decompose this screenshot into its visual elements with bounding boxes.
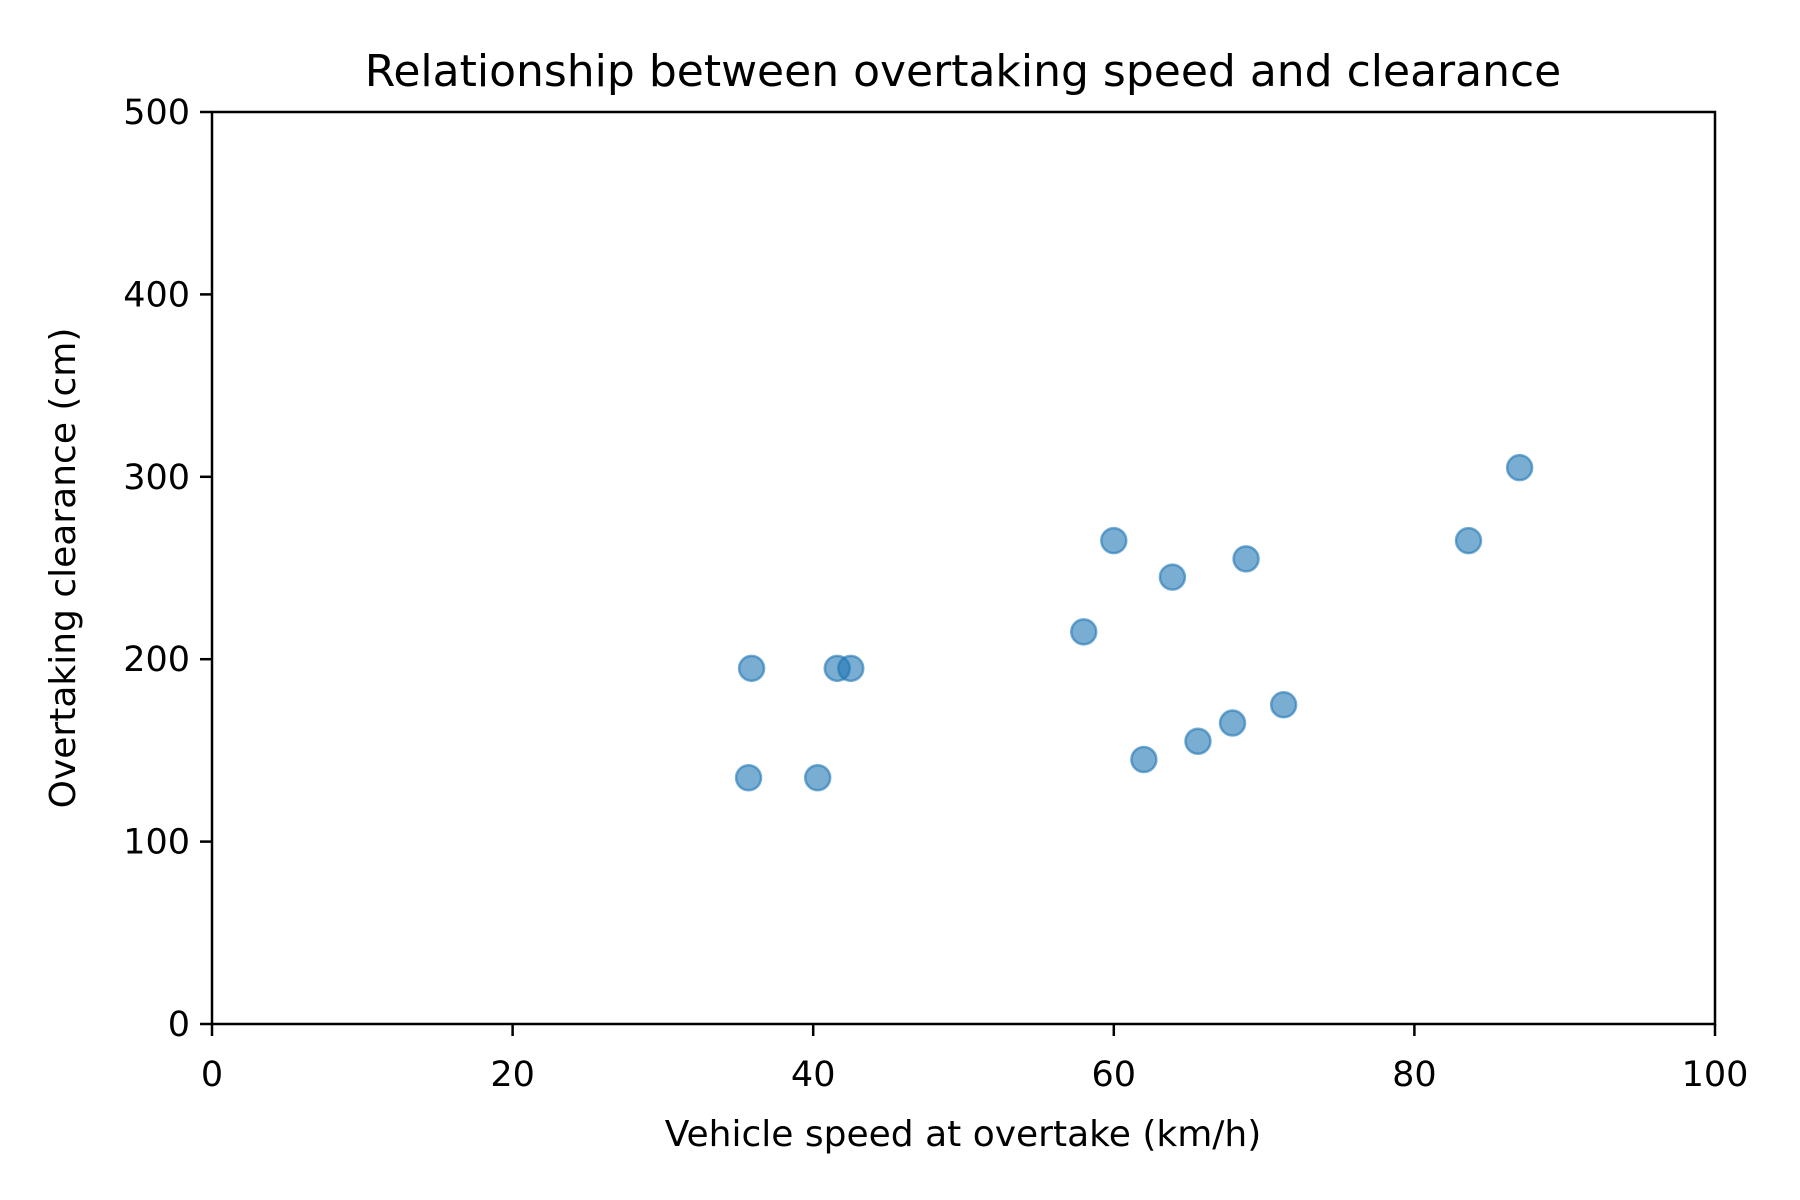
plot-frame bbox=[210, 110, 1717, 1026]
y-tick-label: 400 bbox=[123, 275, 190, 315]
x-tick-label: 0 bbox=[201, 1055, 223, 1095]
data-point bbox=[1069, 618, 1098, 646]
data-point bbox=[1100, 526, 1128, 555]
x-tick-label: 80 bbox=[1392, 1055, 1437, 1095]
x-tick-label: 60 bbox=[1092, 1055, 1137, 1095]
data-point bbox=[837, 654, 865, 683]
y-tick-label: 500 bbox=[123, 93, 190, 133]
y-tick-label: 0 bbox=[168, 1005, 190, 1045]
data-point bbox=[1158, 563, 1187, 591]
data-point bbox=[1184, 727, 1212, 756]
chart-title: Relationship between overtaking speed an… bbox=[365, 46, 1562, 97]
data-point bbox=[1505, 453, 1534, 482]
x-axis-label: Vehicle speed at overtake (km/h) bbox=[665, 1114, 1262, 1155]
y-tick-label: 200 bbox=[123, 640, 190, 680]
data-point bbox=[1130, 745, 1158, 774]
data-point bbox=[1454, 526, 1483, 555]
x-tick-label: 20 bbox=[490, 1055, 535, 1095]
data-point bbox=[1269, 691, 1298, 719]
y-tick-label: 300 bbox=[123, 458, 190, 498]
x-tick-label: 100 bbox=[1682, 1055, 1749, 1095]
y-axis-ticks: 0 100 200 300 400 500 bbox=[123, 93, 212, 1045]
data-point bbox=[734, 764, 763, 792]
x-tick-label: 40 bbox=[791, 1055, 836, 1095]
data-point bbox=[737, 654, 766, 683]
y-axis-label: Overtaking clearance (cm) bbox=[43, 328, 84, 809]
data-point bbox=[803, 764, 832, 792]
data-point bbox=[1232, 545, 1260, 573]
data-points bbox=[734, 453, 1534, 792]
data-point bbox=[1218, 709, 1247, 737]
x-axis-ticks: 0 20 40 60 80 100 bbox=[201, 1024, 1749, 1095]
y-tick-label: 100 bbox=[123, 823, 190, 863]
